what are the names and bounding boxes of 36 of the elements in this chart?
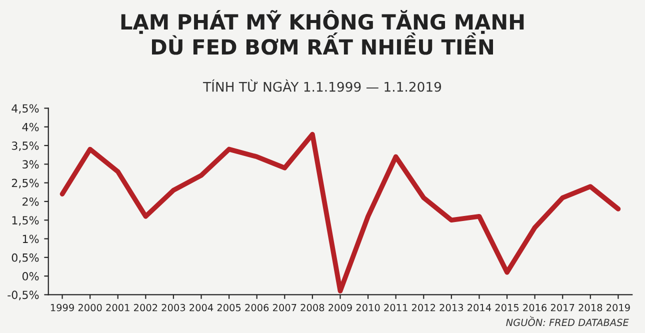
x-tick-label: 2005 (217, 304, 241, 312)
x-tick-label: 2011 (384, 304, 408, 312)
line-series (60, 132, 621, 294)
x-tick-label: 2015 (495, 304, 519, 312)
x-tick-label: 2012 (412, 304, 436, 312)
x-tick-label: 2019 (606, 304, 630, 312)
y-tick-label: 3% (22, 160, 39, 169)
x-tick-label: 2014 (468, 304, 492, 312)
y-tick-label: 0,5% (12, 253, 39, 263)
x-tick-label: 2001 (106, 304, 130, 312)
chart-title: LẠM PHÁT MỸ KHÔNG TĂNG MẠNH DÙ FED BƠM RẤT NHIỀU TIỀN (121, 10, 524, 55)
text: NGUỒN: FRED DATABASE (506, 316, 629, 326)
x-tick-label: 2004 (190, 304, 214, 312)
x-tick-label: 2013 (440, 304, 464, 312)
y-tick-label: 3,5% (12, 141, 39, 152)
x-tick-label: 2018 (578, 304, 602, 312)
y-tick-label: 1,5% (12, 216, 39, 226)
x-tick-label: 2010 (356, 304, 380, 312)
x-tick-label: 1999 (50, 304, 74, 312)
y-tick-label: 2,5% (12, 178, 39, 188)
x-tick-label: 2003 (162, 304, 186, 312)
x-tick-label: 2016 (523, 304, 547, 312)
x-tick-label: 2009 (328, 304, 352, 312)
x-tick-label: 2002 (134, 304, 158, 312)
y-tick-label: 4% (22, 122, 39, 132)
chart-subtitle: TÍNH TỪ NGÀY 1.1.1999 — 1.1.2019 (202, 79, 442, 92)
x-tick-label: 2006 (245, 304, 269, 312)
x-tick-label: 2008 (300, 304, 324, 312)
x-tick-label: 2007 (272, 304, 296, 312)
y-tick-label: -0,5% (8, 290, 39, 300)
x-tick-label: 2017 (550, 304, 574, 312)
y-tick-label: 1% (22, 234, 39, 244)
y-tick-label: 0% (22, 272, 39, 280)
y-tick-label: 2% (22, 197, 39, 206)
x-tick-label: 2000 (78, 304, 102, 312)
y-tick-label: 4,5% (12, 104, 39, 114)
